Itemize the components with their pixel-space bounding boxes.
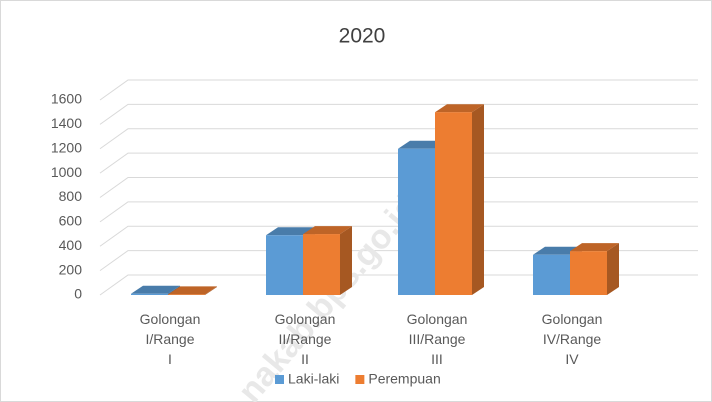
bar-top bbox=[533, 246, 582, 255]
legend-swatch bbox=[275, 375, 284, 384]
grid-line bbox=[99, 103, 698, 125]
bar-front bbox=[435, 112, 472, 295]
chart-title: 2020 bbox=[339, 25, 386, 48]
y-tick-label: 0 bbox=[74, 286, 82, 302]
bar-front bbox=[398, 148, 435, 295]
bar-front bbox=[570, 251, 607, 295]
x-tick-label: Golongan III/Range III bbox=[407, 311, 468, 367]
y-tick-label: 1600 bbox=[51, 91, 82, 107]
y-tick-label: 200 bbox=[59, 261, 83, 277]
bar-top bbox=[570, 243, 619, 252]
bar-top bbox=[266, 227, 315, 236]
bar-top bbox=[398, 140, 447, 149]
y-tick-label: 800 bbox=[59, 188, 83, 204]
bar bbox=[435, 104, 484, 295]
bar bbox=[168, 286, 217, 295]
bar-side bbox=[472, 104, 484, 295]
bar-side bbox=[205, 286, 217, 295]
grid-line bbox=[99, 152, 698, 174]
y-tick-label: 1000 bbox=[51, 164, 82, 180]
bar-front bbox=[131, 293, 168, 295]
legend-label: Perempuan bbox=[368, 371, 440, 387]
y-tick-label: 1200 bbox=[51, 139, 82, 155]
bar-side bbox=[340, 226, 352, 295]
grid-line bbox=[99, 177, 698, 198]
bar-front bbox=[303, 234, 340, 295]
bar-top bbox=[303, 226, 352, 235]
x-tick-label: Golongan IV/Range IV bbox=[542, 311, 603, 367]
grid-line bbox=[99, 79, 698, 101]
bar-top bbox=[168, 286, 217, 295]
bar-front bbox=[533, 254, 570, 295]
bar bbox=[570, 243, 619, 295]
y-tick-label: 600 bbox=[59, 213, 83, 229]
bar bbox=[303, 226, 352, 295]
bar-side bbox=[607, 243, 619, 295]
bar-top bbox=[131, 285, 180, 294]
grid-line bbox=[99, 128, 698, 150]
legend-label: Laki-laki bbox=[288, 371, 339, 387]
y-tick-label: 1400 bbox=[51, 115, 82, 131]
x-tick-label: Golongan II/Range II bbox=[275, 311, 336, 367]
grid-line bbox=[99, 250, 698, 272]
legend-swatch bbox=[355, 375, 365, 384]
grid-line bbox=[99, 225, 698, 247]
grid-line bbox=[99, 274, 698, 296]
bar-top bbox=[435, 104, 484, 113]
grid-line bbox=[99, 201, 698, 223]
y-tick-label: 400 bbox=[59, 237, 83, 253]
x-tick-label: Golongan I/Range I bbox=[140, 311, 201, 367]
bar-front bbox=[168, 294, 205, 295]
bar-front bbox=[266, 235, 303, 295]
